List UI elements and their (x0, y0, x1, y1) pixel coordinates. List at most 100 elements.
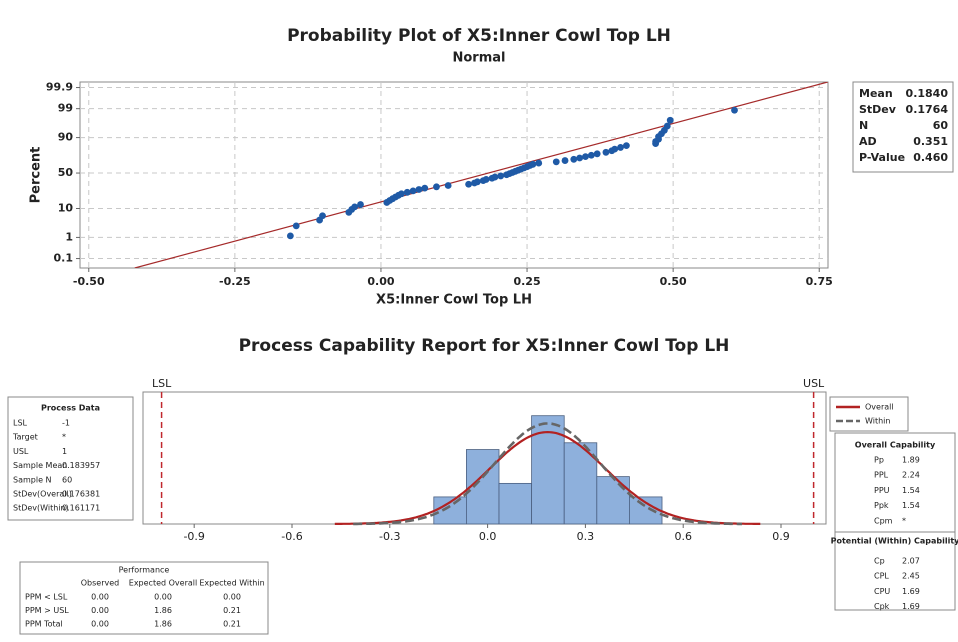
stat-name: P-Value (859, 151, 905, 164)
x-tick-label: -0.3 (379, 530, 400, 543)
table-title: Process Data (41, 404, 100, 413)
chart-subtitle: Normal (453, 51, 506, 66)
fit-line (134, 82, 828, 268)
table-label: Sample N (13, 475, 52, 484)
row-label: PPM Total (25, 620, 63, 629)
process-data-box (7, 396, 134, 521)
y-tick-label: 99 (58, 102, 73, 115)
table-value: 1 (62, 447, 67, 456)
table-value: 2.07 (902, 557, 920, 566)
plot-frame (79, 81, 829, 269)
table-value: 0.21 (223, 620, 241, 629)
table-title: Potential (Within) Capability (831, 537, 958, 546)
x-tick-label: -0.9 (183, 530, 204, 543)
stat-value: 60 (933, 119, 949, 132)
data-point (666, 116, 674, 124)
table-value: 0.00 (91, 593, 109, 602)
x-tick-label: 0.75 (806, 275, 833, 288)
x-tick-label: 0.0 (479, 530, 497, 543)
table-value: * (62, 433, 66, 442)
y-tick-label: 1 (65, 230, 73, 243)
chart-title: Probability Plot of X5:Inner Cowl Top LH (287, 26, 671, 46)
table-value: 0.183957 (62, 461, 100, 470)
legend-label: Overall (865, 403, 894, 412)
row-label: PPM < LSL (25, 593, 68, 602)
data-point (663, 122, 671, 130)
table-title: Performance (119, 566, 170, 575)
data-point (582, 153, 589, 161)
legend-box (829, 396, 909, 432)
table-value: -1 (62, 419, 70, 428)
legend-label: Within (865, 417, 890, 426)
data-point (444, 182, 452, 189)
data-point (473, 178, 481, 186)
table-label: LSL (13, 419, 28, 428)
data-point (561, 157, 569, 164)
data-point (286, 232, 294, 240)
data-point (409, 187, 417, 195)
x-tick-label: 0.6 (674, 530, 692, 543)
table-value: 0.00 (223, 593, 241, 602)
x-tick-label: -0.50 (73, 275, 105, 288)
table-value: 60 (62, 475, 72, 484)
histogram-bar (596, 476, 630, 525)
y-tick-label: 99.9 (46, 81, 73, 94)
x-tick-label: 0.9 (772, 530, 790, 543)
data-point (593, 150, 601, 158)
data-point (576, 154, 584, 162)
data-point (465, 180, 473, 188)
table-value: 1.69 (902, 587, 920, 596)
table-label: Ppk (874, 501, 889, 510)
x-tick-label: -0.25 (219, 275, 251, 288)
table-label: CPL (874, 572, 889, 581)
table-value: 1.86 (154, 620, 172, 629)
spec-limit-label: USL (803, 377, 825, 390)
data-point (482, 176, 490, 183)
table-title: Overall Capability (855, 441, 936, 450)
table-value: 0.00 (154, 593, 172, 602)
performance-box (19, 561, 269, 635)
table-label: PPL (874, 471, 889, 480)
row-label: PPM > USL (25, 606, 69, 615)
table-label: USL (13, 447, 29, 456)
data-point (357, 201, 364, 208)
stats-box (852, 81, 954, 173)
density-curve (353, 422, 742, 526)
table-label: StDev(Overall) (13, 490, 72, 499)
data-point (497, 172, 505, 180)
data-point (491, 173, 499, 181)
y-tick-label: 50 (58, 166, 74, 179)
stat-name: Mean (859, 87, 893, 100)
data-point (351, 203, 359, 211)
table-label: Cpm (874, 516, 893, 525)
table-value: 1.86 (154, 606, 172, 615)
table-value: 0.00 (91, 620, 109, 629)
table-label: Cpk (874, 602, 890, 611)
x-tick-label: 0.25 (513, 275, 540, 288)
stat-value: 0.1764 (906, 103, 949, 116)
data-point (421, 184, 429, 192)
x-axis-label: X5:Inner Cowl Top LH (376, 293, 532, 308)
data-point (617, 144, 624, 151)
data-point (611, 145, 619, 153)
table-value: 0.00 (91, 606, 109, 615)
data-point (602, 148, 610, 156)
data-point (529, 160, 537, 168)
table-value: 1.89 (902, 456, 920, 465)
table-label: PPU (874, 486, 890, 495)
table-value: * (902, 516, 906, 525)
x-tick-label: -0.6 (281, 530, 302, 543)
stat-name: N (859, 119, 868, 132)
column-header: Expected Overall (129, 579, 197, 588)
stat-value: 0.460 (913, 151, 948, 164)
table-value: 2.24 (902, 471, 920, 480)
table-value: 1.54 (902, 486, 920, 495)
y-tick-label: 10 (58, 202, 74, 215)
x-tick-label: 0.50 (660, 275, 687, 288)
table-value: 1.69 (902, 602, 920, 611)
data-point (552, 158, 560, 166)
column-header: Observed (81, 579, 120, 588)
table-value: 1.54 (902, 501, 920, 510)
data-point (319, 212, 326, 220)
